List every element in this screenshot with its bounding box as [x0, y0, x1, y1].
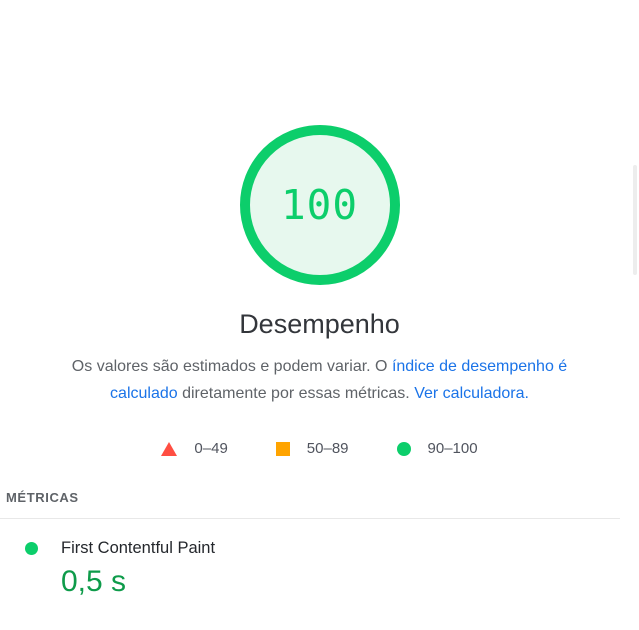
metric-name: First Contentful Paint: [61, 539, 216, 557]
metrics-section: MÉTRICAS First Contentful Paint 0,5 s: [0, 490, 639, 599]
metrics-header: MÉTRICAS: [6, 490, 79, 505]
score-disclaimer: Os valores são estimados e podem variar.…: [16, 353, 624, 407]
legend-item-average: 50–89: [275, 440, 349, 457]
legend-label-fail: 0–49: [194, 440, 228, 457]
legend-item-fail: 0–49: [161, 440, 228, 457]
metric-pass-dot-icon: [25, 542, 38, 555]
performance-index-link[interactable]: índice de desempenho é: [391, 358, 568, 375]
performance-report: 100 Desempenho Os valores são estimados …: [0, 0, 639, 599]
disclaimer-line-1: Os valores são estimados e podem variar.…: [16, 353, 624, 380]
pass-circle-icon: [396, 441, 411, 456]
metric-row: First Contentful Paint: [25, 539, 639, 558]
metric-value: 0,5 s: [61, 565, 127, 598]
metrics-divider: [0, 518, 620, 519]
score-legend: 0–49 50–89 90–100: [16, 440, 624, 457]
legend-label-pass: 90–100: [427, 440, 478, 457]
performance-index-link-continued[interactable]: calculado: [110, 385, 178, 402]
disclaimer-text-2: diretamente por essas métricas.: [177, 385, 415, 402]
disclaimer-text-1: Os valores são estimados e podem variar.…: [71, 358, 392, 375]
see-calculator-link[interactable]: Ver calculadora.: [414, 385, 529, 402]
legend-item-pass: 90–100: [396, 440, 478, 457]
metric-item-first-contentful-paint: First Contentful Paint 0,5 s: [0, 539, 639, 599]
legend-label-average: 50–89: [306, 440, 349, 457]
scrollbar-thumb[interactable]: [633, 165, 637, 275]
performance-score-gauge[interactable]: 100: [239, 125, 400, 285]
fail-triangle-icon: [161, 441, 178, 456]
performance-section-title: Desempenho: [239, 309, 400, 339]
average-square-icon: [275, 441, 290, 456]
performance-score-value: 100: [280, 181, 359, 229]
performance-summary: 100 Desempenho Os valores são estimados …: [16, 0, 624, 457]
disclaimer-line-2: calculado diretamente por essas métricas…: [16, 380, 624, 407]
